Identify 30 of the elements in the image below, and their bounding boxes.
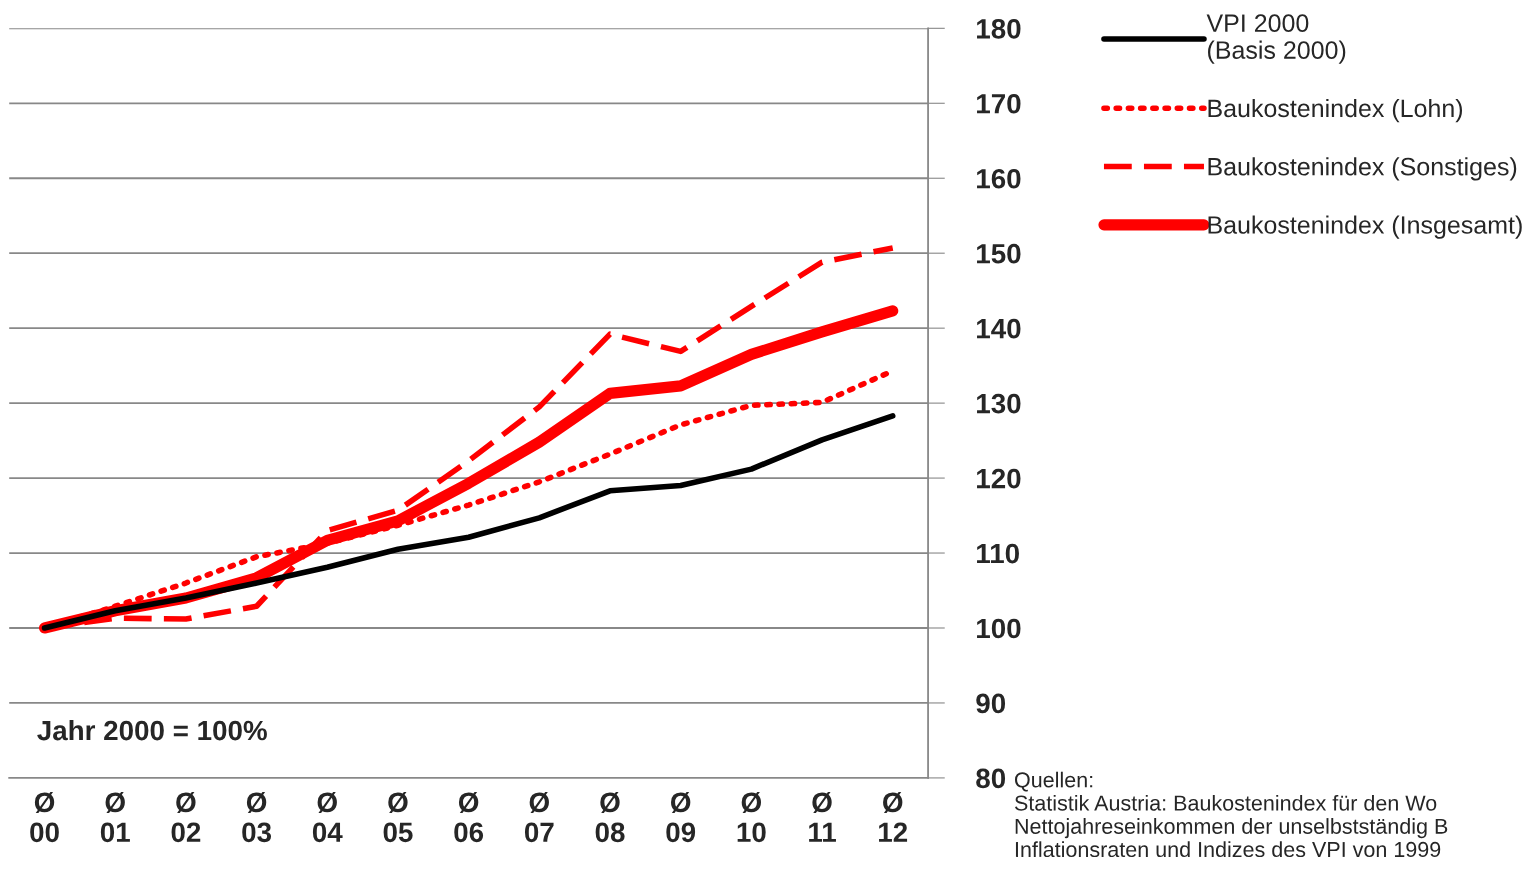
y-tick-label: 110 (977, 543, 1019, 564)
x-tick-label: Ø 09 (666, 791, 696, 843)
y-tick-label: 80 (976, 768, 1006, 789)
legend-label: Baukostenindex (Sonstiges) (1208, 157, 1517, 181)
annotation: Jahr 2000 = 100% (37, 719, 267, 741)
x-tick-label: Ø 02 (171, 791, 201, 843)
x-tick-label: Ø 12 (879, 791, 908, 842)
x-tick-label: Ø 00 (30, 791, 59, 843)
x-tick-label: Ø 01 (100, 791, 130, 843)
legend-label: Baukostenindex (Lohn) (1208, 98, 1463, 123)
y-tick-label: 100 (977, 618, 1021, 639)
y-tick-label: 140 (977, 318, 1021, 339)
y-tick-label: 180 (977, 18, 1021, 39)
source-note: Quellen: Statistik Austria: Baukostenindex für den Wo Nettojahreseinkommen der unselbstständig B Inflationsraten und Indizes des VPI von 1999 (1014, 771, 1448, 858)
x-tick-label: Ø 03 (242, 791, 272, 843)
x-tick-label: Ø 04 (312, 791, 343, 843)
legend-label: Baukostenindex (Insgesamt) (1208, 215, 1522, 239)
x-tick-label: Ø 06 (454, 791, 484, 843)
x-tick-label: Ø 05 (383, 791, 413, 843)
x-tick-label: Ø 08 (595, 791, 625, 843)
x-tick-label: Ø 07 (524, 791, 554, 843)
y-tick-label: 90 (976, 693, 1006, 714)
y-tick-label: 160 (977, 168, 1021, 189)
x-tick-label: Ø 11 (809, 791, 836, 842)
y-tick-label: 150 (977, 243, 1021, 264)
x-tick-label: Ø 10 (737, 791, 766, 843)
y-tick-label: 130 (977, 393, 1021, 414)
y-tick-label: 170 (977, 93, 1021, 114)
y-tick-label: 120 (977, 468, 1021, 489)
legend-label: VPI 2000 (Basis 2000) (1206, 14, 1346, 64)
